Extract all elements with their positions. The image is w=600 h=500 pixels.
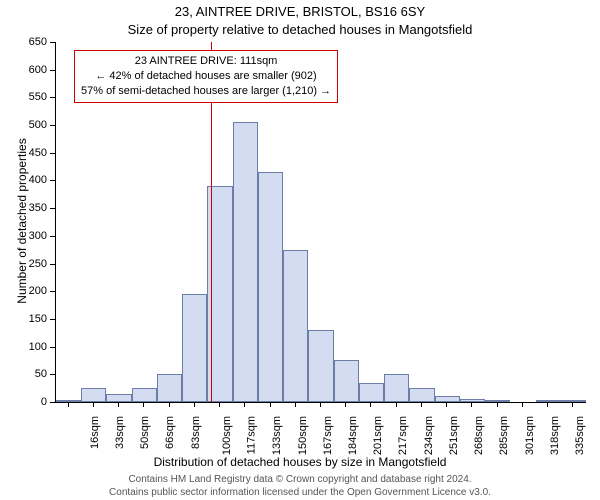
y-tick-mark [50,402,55,403]
x-tick-label: 100sqm [221,416,233,455]
x-tick-label: 335sqm [574,416,586,455]
x-tick-mark [219,402,220,407]
y-tick-mark [50,264,55,265]
x-tick-mark [194,402,195,407]
x-tick-mark [68,402,69,407]
y-tick-mark [50,347,55,348]
x-tick-mark [320,402,321,407]
x-tick-mark [547,402,548,407]
histogram-bar [132,388,157,402]
y-tick-mark [50,208,55,209]
histogram-bar [283,250,308,402]
y-tick-label: 0 [0,396,47,408]
x-tick-mark [143,402,144,407]
x-tick-label: 117sqm [245,416,257,454]
x-tick-label: 150sqm [297,416,309,455]
y-tick-mark [50,125,55,126]
y-tick-mark [50,180,55,181]
annotation-line3: 57% of semi-detached houses are larger (… [81,84,331,99]
x-tick-label: 217sqm [398,416,410,455]
y-tick-mark [50,70,55,71]
x-tick-label: 184sqm [347,416,359,455]
x-tick-mark [572,402,573,407]
histogram-bar [81,388,106,402]
y-tick-label: 450 [0,147,47,159]
x-tick-label: 234sqm [423,416,435,455]
x-tick-label: 301sqm [524,416,536,455]
x-tick-mark [370,402,371,407]
x-tick-mark [345,402,346,407]
histogram-bar [258,172,283,402]
x-tick-label: 318sqm [549,416,561,455]
x-tick-mark [118,402,119,407]
x-tick-mark [497,402,498,407]
histogram-bar [233,122,258,402]
histogram-bar [359,383,384,402]
histogram-bar [384,374,409,402]
x-tick-mark [446,402,447,407]
x-tick-label: 50sqm [139,416,151,449]
histogram-bar [334,360,359,402]
x-tick-label: 133sqm [271,416,283,455]
x-tick-label: 201sqm [372,416,384,455]
histogram-bar [157,374,182,402]
x-tick-mark [270,402,271,407]
y-tick-mark [50,42,55,43]
y-tick-label: 650 [0,36,47,48]
x-axis-title: Distribution of detached houses by size … [0,455,600,469]
x-tick-label: 16sqm [89,416,101,449]
x-tick-label: 285sqm [499,416,511,455]
x-tick-mark [244,402,245,407]
y-tick-mark [50,97,55,98]
y-tick-label: 150 [0,313,47,325]
x-tick-mark [93,402,94,407]
y-tick-mark [50,153,55,154]
y-tick-mark [50,236,55,237]
x-tick-mark [522,402,523,407]
y-tick-mark [50,319,55,320]
x-tick-mark [396,402,397,407]
y-tick-label: 300 [0,230,47,242]
x-tick-label: 268sqm [473,416,485,455]
x-tick-label: 33sqm [114,416,126,449]
y-tick-label: 200 [0,285,47,297]
y-tick-mark [50,291,55,292]
y-tick-label: 250 [0,258,47,270]
annotation-box: 23 AINTREE DRIVE: 111sqm ← 42% of detach… [74,50,338,103]
y-tick-label: 100 [0,341,47,353]
title-address: 23, AINTREE DRIVE, BRISTOL, BS16 6SY [0,4,600,19]
histogram-bar [106,394,131,402]
y-tick-label: 400 [0,174,47,186]
x-tick-label: 66sqm [164,416,176,449]
x-tick-mark [169,402,170,407]
x-tick-label: 83sqm [190,416,202,449]
histogram-bar [182,294,207,402]
y-tick-label: 50 [0,368,47,380]
histogram-bar [485,400,510,402]
histogram-bar [409,388,434,402]
x-tick-mark [471,402,472,407]
y-tick-label: 500 [0,119,47,131]
footer-line1: Contains HM Land Registry data © Crown c… [0,474,600,485]
title-description: Size of property relative to detached ho… [0,22,600,37]
y-tick-label: 600 [0,64,47,76]
y-tick-mark [50,374,55,375]
x-tick-label: 167sqm [322,416,334,455]
x-tick-label: 251sqm [448,416,460,455]
footer-line2: Contains public sector information licen… [0,487,600,498]
y-tick-label: 350 [0,202,47,214]
histogram-bar [56,400,81,402]
annotation-line1: 23 AINTREE DRIVE: 111sqm [81,54,331,69]
x-tick-mark [295,402,296,407]
histogram-bar [308,330,333,402]
chart-container: 23, AINTREE DRIVE, BRISTOL, BS16 6SY Siz… [0,0,600,500]
x-tick-mark [421,402,422,407]
y-tick-label: 550 [0,91,47,103]
annotation-line2: ← 42% of detached houses are smaller (90… [81,69,331,84]
